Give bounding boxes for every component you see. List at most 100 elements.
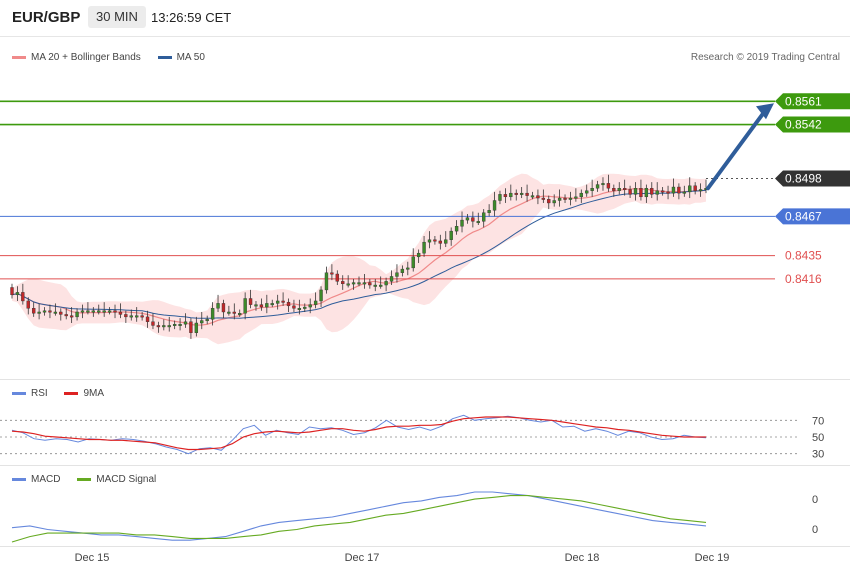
legend-macd-swatch xyxy=(12,477,26,481)
candle-body xyxy=(379,284,383,287)
rsi-series-9MA xyxy=(11,416,706,451)
legend-9ma-label: 9MA xyxy=(83,388,105,399)
candle-body xyxy=(590,188,594,191)
level-label-0.8435: 0.8435 xyxy=(785,249,822,263)
candle-body xyxy=(341,281,345,285)
candle-body xyxy=(411,256,415,269)
candle-body xyxy=(671,186,676,194)
candle-body xyxy=(601,183,605,186)
candle-body xyxy=(406,267,410,270)
candle-body xyxy=(639,188,643,198)
candle-body xyxy=(129,315,133,318)
macd-series-MACD xyxy=(11,491,707,541)
candle-body xyxy=(75,311,79,318)
candle-body xyxy=(617,188,621,191)
candle-body xyxy=(465,217,470,221)
legend-ma50-swatch xyxy=(157,55,172,59)
candle-body xyxy=(514,192,518,195)
candle-body xyxy=(476,221,480,224)
x-axis-label-Dec-15: Dec 15 xyxy=(75,552,110,564)
candle-body xyxy=(243,298,247,314)
candle-body xyxy=(416,252,421,258)
candle-body xyxy=(384,281,388,286)
candle-body xyxy=(145,316,150,322)
candle-body xyxy=(324,272,329,291)
panel-divider-axis xyxy=(0,546,850,547)
level-label-0.8498: 0.8498 xyxy=(785,171,822,185)
candle-body xyxy=(167,325,171,328)
level-tag-0.8542 xyxy=(775,116,850,133)
rsi-tick-50: 50 xyxy=(812,432,824,444)
candle-body xyxy=(97,310,101,313)
candle-body xyxy=(308,304,312,308)
candle-body xyxy=(135,315,139,318)
legend-ma20: MA 20 + Bollinger Bands xyxy=(12,52,141,63)
candle-body xyxy=(151,321,155,326)
candle-body xyxy=(362,282,367,285)
rsi-series-RSI xyxy=(11,414,707,455)
rsi-tick-70: 70 xyxy=(812,415,824,427)
candle-body xyxy=(275,300,280,304)
candle-body xyxy=(389,276,394,282)
candle-body xyxy=(688,185,692,193)
candle-body xyxy=(102,310,106,313)
candle-body xyxy=(292,305,296,309)
candle-body xyxy=(552,200,556,204)
candle-body xyxy=(585,190,589,194)
candle-body xyxy=(91,310,96,313)
candle-body xyxy=(574,196,578,199)
candle-body xyxy=(32,308,36,314)
candle-body xyxy=(373,284,377,287)
candle-body xyxy=(666,191,670,194)
panel-divider-macd xyxy=(0,465,850,466)
candle-body xyxy=(248,298,253,305)
candle-body xyxy=(183,321,188,325)
panel-divider-rsi xyxy=(0,379,850,380)
candle-body xyxy=(438,240,443,244)
price-legend: MA 20 + Bollinger Bands MA 50 xyxy=(12,52,219,63)
candle-body xyxy=(422,241,426,254)
legend-macd-label: MACD xyxy=(31,474,61,485)
x-axis-label-Dec-19: Dec 19 xyxy=(695,552,730,564)
candle-body xyxy=(612,188,616,191)
candle-body xyxy=(427,239,432,243)
candle-body xyxy=(21,292,25,302)
candle-body xyxy=(536,195,540,199)
candle-body xyxy=(557,197,562,201)
candle-body xyxy=(200,320,204,324)
candle-body xyxy=(547,199,551,204)
candle-body xyxy=(216,303,220,309)
candle-body xyxy=(498,194,502,201)
legend-rsi: RSI xyxy=(12,388,48,399)
legend-ma50-label: MA 50 xyxy=(176,52,205,63)
legend-macd: MACD xyxy=(12,474,60,485)
projection-arrow-head xyxy=(756,103,774,120)
candle-body xyxy=(42,310,47,313)
legend-9ma: 9MA xyxy=(64,388,104,399)
candle-body xyxy=(259,304,264,308)
candle-body xyxy=(26,300,30,309)
candle-body xyxy=(254,304,258,307)
legend-ma20-label: MA 20 + Bollinger Bands xyxy=(31,52,141,63)
candle-body xyxy=(265,303,269,308)
candle-body xyxy=(113,310,117,313)
candle-body xyxy=(59,311,63,315)
candle-body xyxy=(541,197,546,200)
candle-body xyxy=(156,325,161,328)
candle-body xyxy=(53,311,58,314)
ma50-line xyxy=(11,189,707,319)
legend-9ma-swatch xyxy=(64,391,79,395)
candle-body xyxy=(281,300,285,303)
candle-body xyxy=(454,226,459,232)
candle-body xyxy=(698,189,703,192)
candle-body xyxy=(357,282,361,285)
interval-button[interactable]: 30 MIN xyxy=(88,6,146,28)
candle-body xyxy=(644,188,649,198)
level-label-0.8542: 0.8542 xyxy=(785,118,822,132)
credit-text: Research © 2019 Trading Central xyxy=(690,52,840,63)
candle-body xyxy=(482,212,486,222)
candle-body xyxy=(297,308,302,310)
candle-body xyxy=(660,190,665,193)
candle-body xyxy=(650,188,654,195)
candle-body xyxy=(346,283,350,286)
